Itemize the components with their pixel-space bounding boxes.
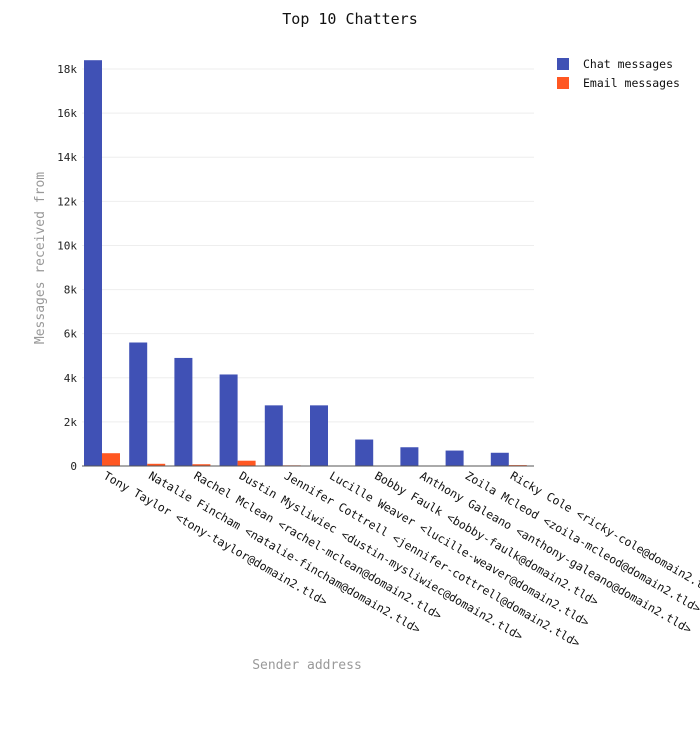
bar-email-messages bbox=[192, 464, 211, 466]
bar-email-messages bbox=[102, 453, 120, 466]
y-axis-ticks: 0 2k 4k 6k 8k 10k 12k 14k 16k 18k bbox=[57, 63, 77, 473]
bar-chat-messages bbox=[219, 374, 238, 466]
y-tick-label: 0 bbox=[70, 460, 77, 473]
bar-chat-messages bbox=[445, 450, 464, 466]
legend-label: Chat messages bbox=[583, 57, 673, 71]
bar-chat-messages bbox=[355, 439, 374, 466]
y-tick-label: 10k bbox=[57, 239, 77, 252]
bar-chat-messages bbox=[490, 452, 509, 466]
legend-label: Email messages bbox=[583, 76, 680, 90]
bar-chat-messages bbox=[129, 342, 148, 466]
legend: Chat messages Email messages bbox=[557, 57, 680, 90]
bar-chat-messages bbox=[264, 405, 283, 466]
gridlines bbox=[82, 68, 534, 423]
x-axis-title: Sender address bbox=[252, 658, 362, 673]
x-axis-labels: Tony Taylor <tony-taylor@domain2.tld>Nat… bbox=[101, 468, 700, 650]
bar-chat-messages bbox=[84, 60, 102, 466]
legend-swatch bbox=[557, 58, 569, 70]
legend-swatch bbox=[557, 77, 569, 89]
bars bbox=[84, 60, 527, 466]
y-tick-label: 4k bbox=[64, 372, 78, 385]
chart-title: Top 10 Chatters bbox=[282, 10, 417, 28]
y-tick-label: 2k bbox=[64, 416, 78, 429]
bar-chat-messages bbox=[310, 405, 328, 466]
bar-email-messages bbox=[237, 460, 256, 466]
y-tick-label: 12k bbox=[57, 195, 77, 208]
bar-chat-messages bbox=[400, 447, 419, 466]
y-tick-label: 6k bbox=[64, 328, 78, 341]
y-axis-title: Messages received from bbox=[33, 172, 48, 344]
y-tick-label: 14k bbox=[57, 151, 77, 164]
y-tick-label: 18k bbox=[57, 63, 77, 76]
bar-email-messages bbox=[147, 463, 166, 466]
y-tick-label: 16k bbox=[57, 107, 77, 120]
bar-chat-messages bbox=[174, 357, 193, 466]
y-tick-label: 8k bbox=[64, 284, 78, 297]
